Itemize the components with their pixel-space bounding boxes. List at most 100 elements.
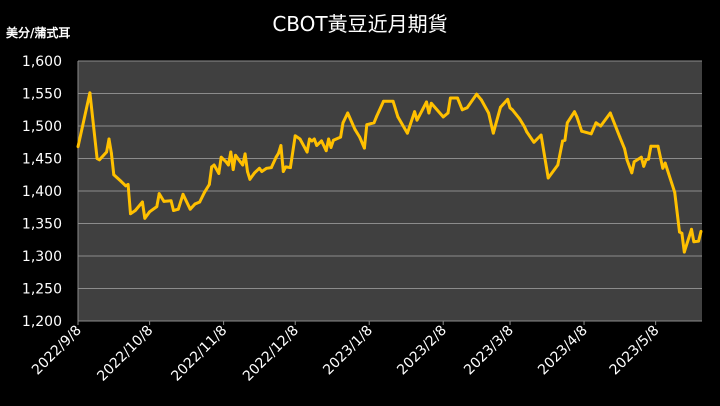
data-point [353,127,357,131]
data-point [372,121,376,125]
data-point [525,130,529,134]
data-point [110,151,113,155]
data-point [599,124,603,128]
data-point [284,165,288,169]
x-tick-label: 2023/4/8 [535,323,591,379]
data-point [506,97,510,101]
data-point [427,111,431,115]
x-tick-label: 2023/1/8 [320,323,376,379]
x-tick-label: 2022/12/8 [240,323,302,385]
data-point [374,115,378,119]
data-point [238,160,242,164]
x-tick-label: 2023/3/8 [461,323,517,379]
data-point [589,132,593,136]
data-point [413,110,416,114]
data-point [308,137,311,141]
data-point [508,106,512,110]
data-point [663,161,667,165]
data-point [429,101,433,105]
x-tick-label: 2023/5/8 [607,323,663,379]
data-point [632,160,636,164]
data-point [673,190,677,194]
data-point [162,200,166,203]
chart-title: CBOT黃豆近月期貨 [272,12,448,36]
data-point [642,164,646,168]
data-point [680,231,684,235]
data-point [141,200,144,204]
data-point [188,207,192,211]
data-point [129,212,132,216]
data-point [630,171,634,175]
data-point [341,121,345,125]
data-point [172,209,175,212]
data-point [563,138,567,142]
data-point [532,140,536,144]
y-tick-label: 1,300 [22,249,62,265]
data-point [289,166,292,170]
data-point [456,96,459,100]
data-point [327,137,331,141]
data-point [212,163,216,167]
y-tick-label: 1,550 [22,87,62,103]
data-point [678,230,681,234]
y-tick-label: 1,450 [22,152,62,168]
data-point [365,123,369,127]
y-tick-label: 1,400 [22,184,62,200]
data-point [647,157,650,161]
data-point [157,192,161,196]
data-point [95,157,99,160]
data-point [329,146,333,149]
data-point [565,121,569,125]
data-point [76,145,80,149]
data-point [312,137,316,141]
data-point [224,160,228,164]
x-tick-label: 2023/2/8 [394,323,450,379]
data-point [465,106,469,110]
data-point [448,96,452,100]
data-point [193,202,197,206]
y-axis-unit-label: 美分/蒲式耳 [6,26,71,40]
data-point [119,179,123,183]
data-point [298,137,302,141]
data-point [234,153,237,157]
x-tick-label: 2022/11/8 [168,323,230,385]
data-point [487,111,490,115]
data-point [126,183,130,186]
data-point [406,131,409,135]
data-point [396,115,400,119]
data-point [281,170,285,173]
data-point [219,155,223,159]
data-point [279,144,283,147]
data-point [260,170,264,173]
data-point [382,99,385,103]
data-point [324,149,328,153]
data-point [594,121,598,125]
data-point [274,155,278,159]
data-point [148,210,152,214]
data-point [332,138,335,142]
data-point [226,163,230,167]
data-point [133,209,137,212]
data-point [246,170,249,173]
data-point [293,134,297,138]
data-point [391,99,395,103]
data-point [415,118,419,122]
data-point [315,144,319,147]
data-point [618,135,622,139]
data-point [639,155,643,159]
data-point [229,150,233,154]
y-tick-label: 1,250 [22,282,62,298]
y-tick-label: 1,600 [22,54,62,70]
data-point [112,173,116,177]
data-point [169,199,173,203]
data-point [320,139,323,143]
data-point [203,190,206,194]
data-point [575,115,579,119]
data-point [539,133,543,137]
data-point [198,200,202,204]
y-tick-label: 1,500 [22,119,62,135]
data-point [176,207,180,211]
data-point [339,135,342,139]
data-point [105,150,109,154]
